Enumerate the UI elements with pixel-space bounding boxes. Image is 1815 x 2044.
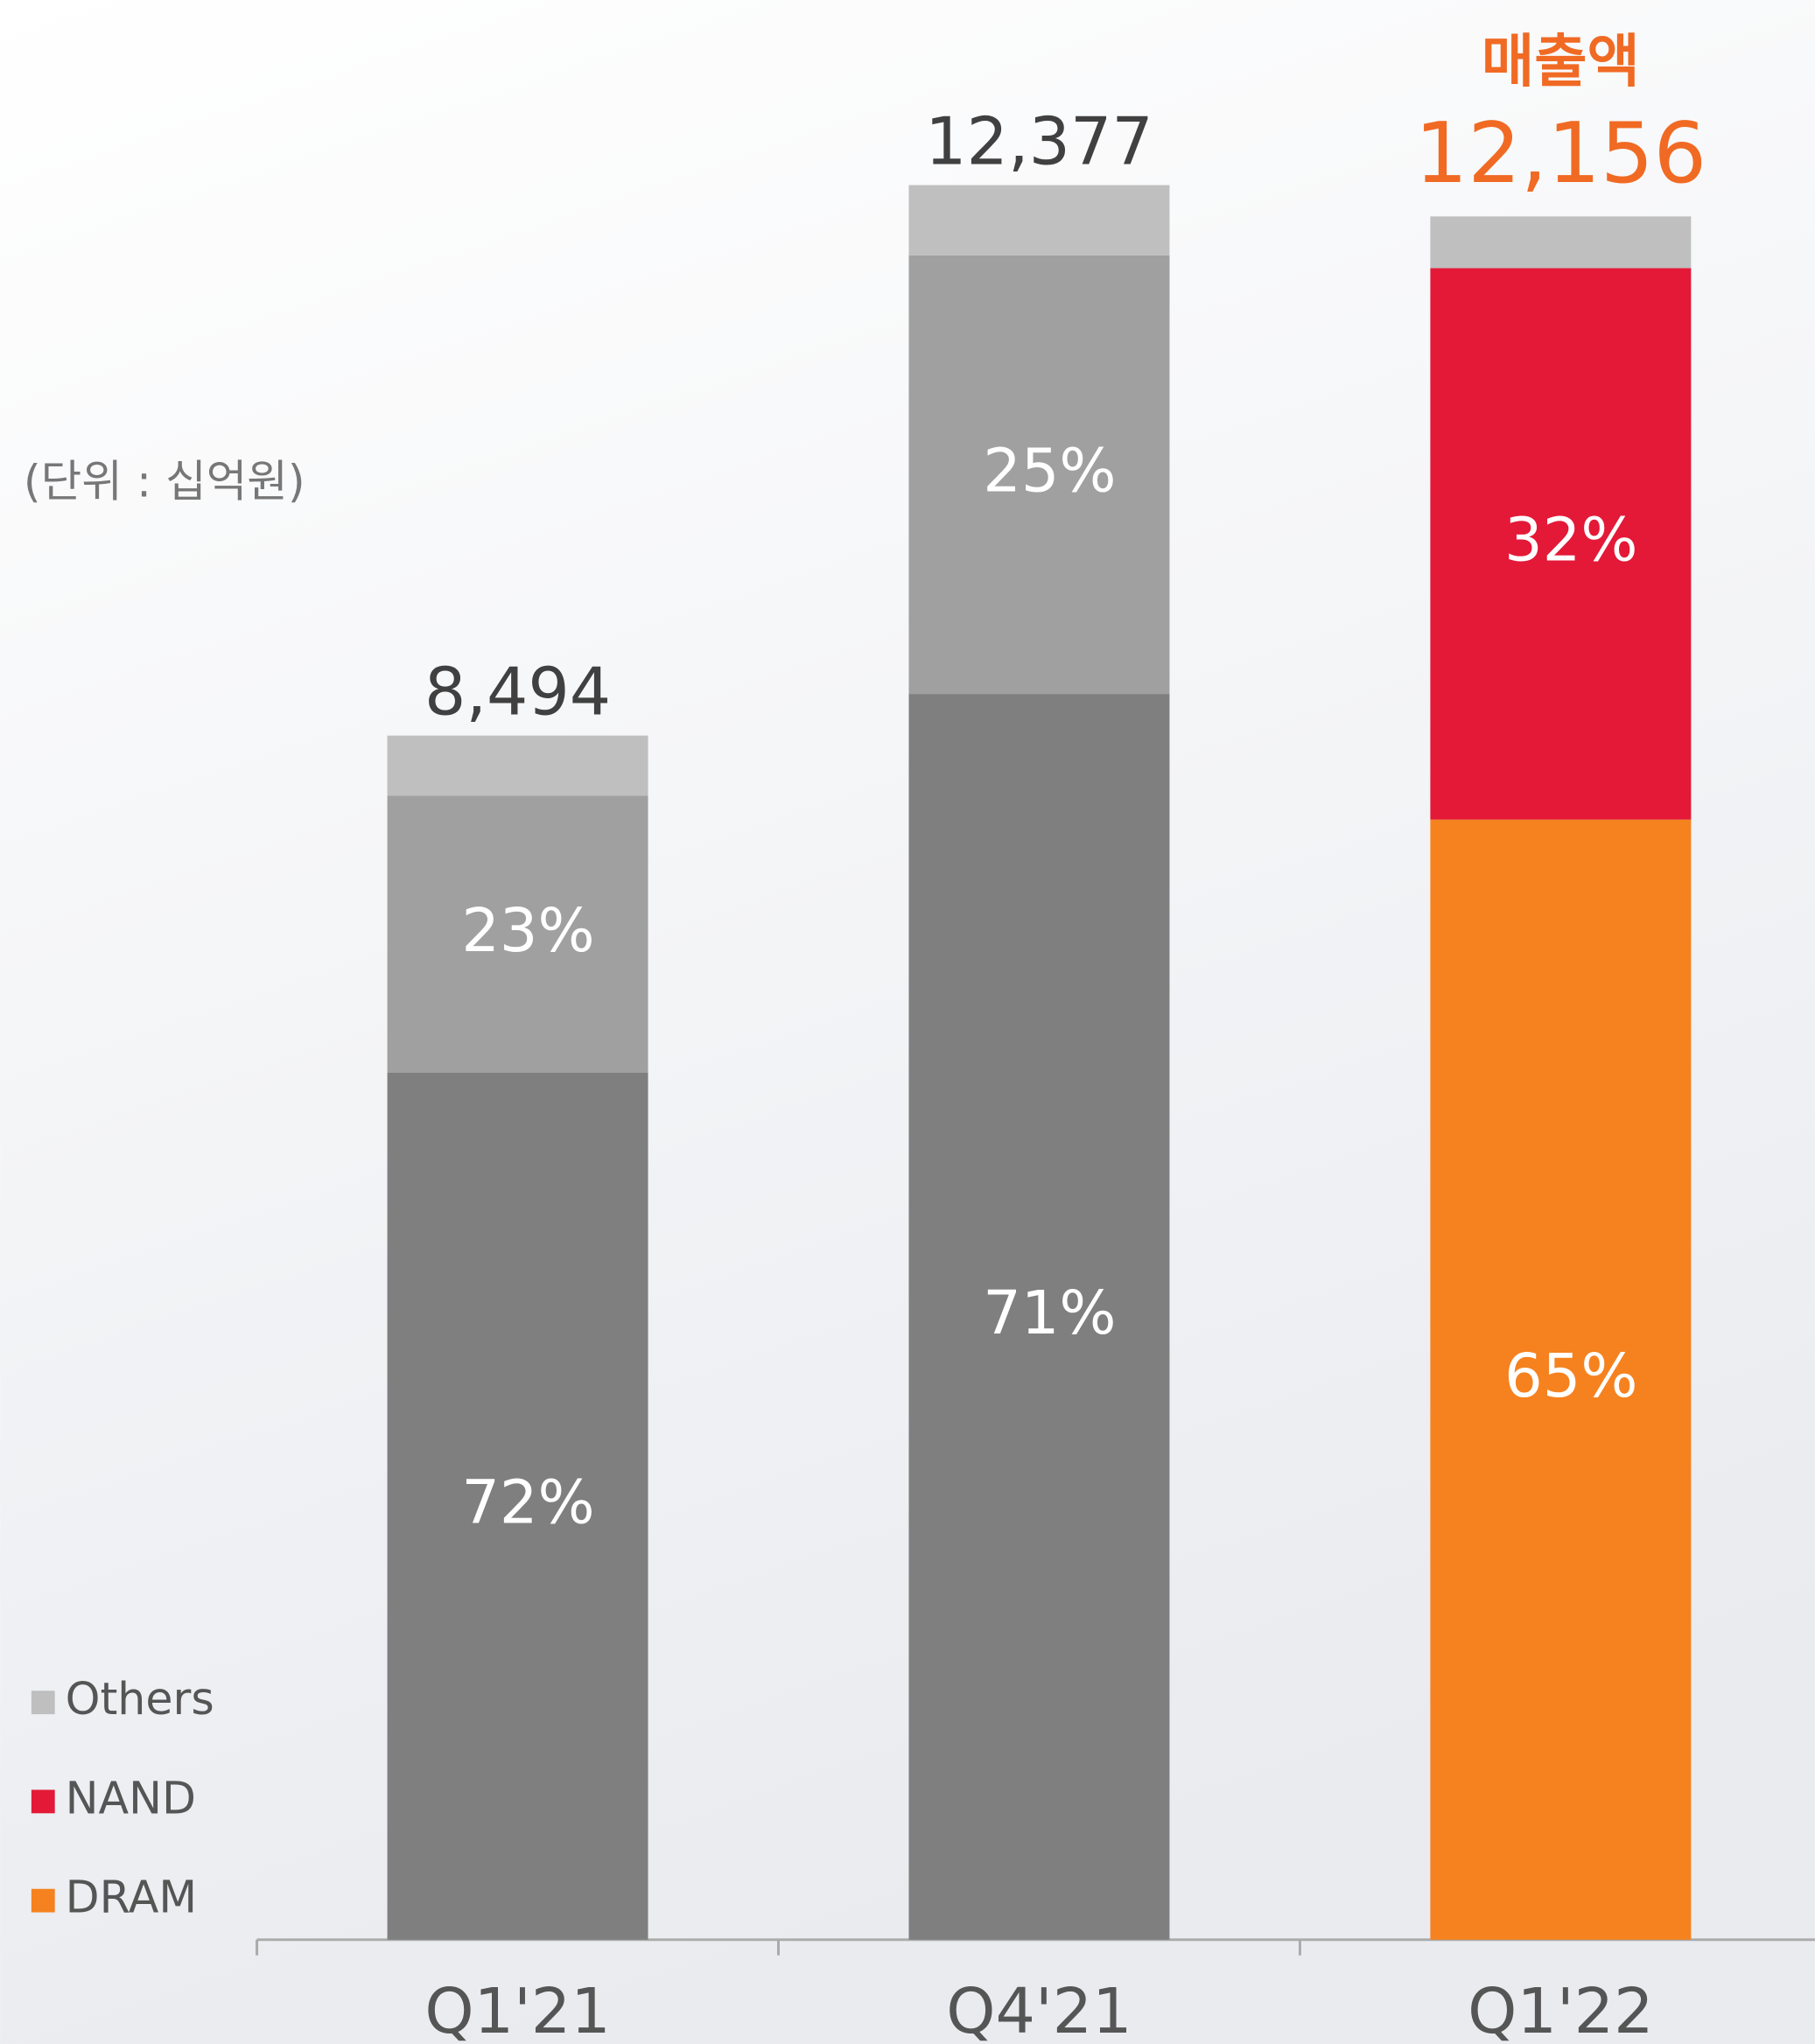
bar-segment: [908, 694, 1170, 1940]
total-label: 12,377: [925, 103, 1153, 179]
segment-label: 72%: [461, 1467, 594, 1537]
legend-label: DRAM: [66, 1872, 197, 1923]
bar-segment: [387, 795, 648, 1073]
bar-segment: [908, 255, 1170, 695]
legend-swatch: [31, 1690, 55, 1715]
segment-label: 71%: [983, 1278, 1116, 1348]
bar-segment: [387, 1072, 648, 1940]
segment-label: 25%: [983, 436, 1116, 506]
total-label: 12,156: [1415, 106, 1707, 202]
legend-swatch: [31, 1789, 55, 1814]
legend-label: Others: [66, 1673, 214, 1725]
x-tick-label: Q4'21: [946, 1975, 1132, 2044]
segment-label: 32%: [1504, 506, 1637, 576]
legend-label: NAND: [66, 1772, 196, 1824]
segment-label: 65%: [1504, 1341, 1637, 1411]
x-tick-label: Q1'22: [1468, 1975, 1653, 2044]
bar-segment: [387, 735, 648, 796]
bar-segment: [908, 185, 1170, 256]
annotation: 매출액: [1482, 29, 1640, 95]
segment-label: 23%: [461, 896, 594, 966]
total-label: 8,494: [424, 654, 611, 730]
bar-segment: [1430, 819, 1692, 1940]
bar-segment: [1430, 268, 1692, 820]
bar-segment: [1430, 216, 1692, 269]
x-tick-label: Q1'21: [424, 1975, 610, 2044]
legend-swatch: [31, 1888, 55, 1913]
unit-note: (단위 : 십억원): [24, 456, 305, 508]
